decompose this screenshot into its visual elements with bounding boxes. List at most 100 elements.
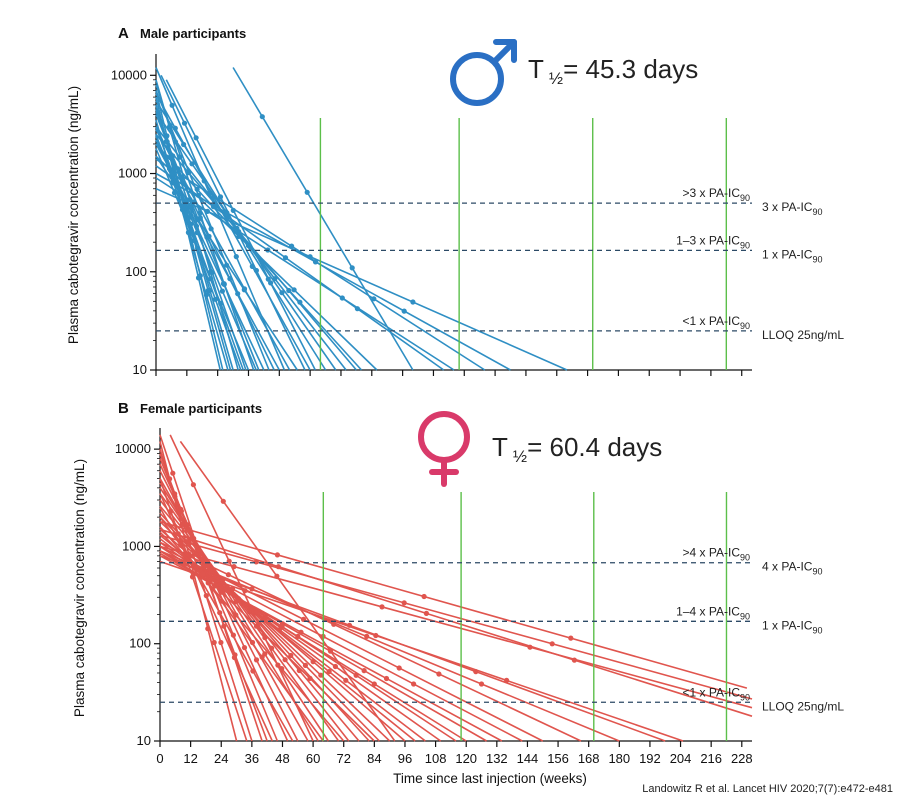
panel-b-data-point xyxy=(218,639,224,646)
panel-a-series-line xyxy=(155,172,511,371)
panel-a-series-line xyxy=(155,104,232,371)
panel-b-data-point xyxy=(250,668,256,674)
panel-b-x-tick-label: 120 xyxy=(455,751,477,766)
male-symbol-icon xyxy=(450,39,517,106)
panel-a-series-line xyxy=(155,148,250,371)
panel-b-data-point xyxy=(436,671,442,677)
panel-b-series-line xyxy=(159,545,753,709)
panel-b-series-line xyxy=(159,528,753,717)
panel-a-series-line xyxy=(155,187,568,371)
panel-b-data-point xyxy=(396,665,402,671)
panel-b-data-point xyxy=(241,645,248,651)
panel-b-x-tick-label: 228 xyxy=(731,751,753,766)
panel-b-series-line xyxy=(159,521,391,742)
panel-b-x-tick-label: 36 xyxy=(245,751,259,766)
panel-b-data-point xyxy=(302,662,308,669)
panel-b-x-tick-label: 156 xyxy=(547,751,569,766)
panel-b-data-point xyxy=(478,681,485,687)
panel-a-data-point xyxy=(224,210,230,216)
panel-b: B Female participants 10 100 1000 10000 0 12 2… xyxy=(72,400,844,766)
panel-b-data-point xyxy=(307,675,313,682)
panel-a-data-point xyxy=(272,276,278,282)
panel-a-data-point xyxy=(197,273,203,279)
panel-a-data-point xyxy=(206,190,212,196)
panel-b-x-tick-label: 0 xyxy=(156,751,163,766)
panel-a-data-point xyxy=(212,296,218,302)
panel-a-data-point xyxy=(169,102,175,108)
panel-b-data-point xyxy=(298,629,304,635)
panel-b-threshold-left-label: <1 x PA-IC90 xyxy=(683,685,750,702)
panel-b-data-point xyxy=(318,672,324,678)
panel-a-threshold-right-label: 1 x PA-IC90 xyxy=(762,247,822,264)
panel-b-data-point xyxy=(327,648,334,654)
panel-a-title: Male participants xyxy=(140,26,246,41)
panel-b-data-point xyxy=(231,654,237,661)
panel-a-data-point xyxy=(371,296,377,302)
panel-b-half-life: T ½= 60.4 days xyxy=(492,432,662,466)
panel-b-data-point xyxy=(253,623,260,629)
panel-b-x-tick-label: 72 xyxy=(336,751,350,766)
panel-b-x-tick-label: 60 xyxy=(306,751,320,766)
panel-b-data-point xyxy=(295,633,301,640)
panel-b-x-tick-label: 132 xyxy=(486,751,508,766)
panel-b-data-point xyxy=(373,632,379,639)
panel-a-data-point xyxy=(197,215,203,221)
panel-a-data-point xyxy=(401,308,407,314)
panel-a-data-point xyxy=(233,254,239,260)
panel-a-data-point xyxy=(177,154,183,160)
panel-b-x-tick-label: 84 xyxy=(367,751,381,766)
panel-a-data-point xyxy=(241,287,247,293)
panel-b-x-tick-label: 180 xyxy=(608,751,630,766)
panel-b-x-tick-label: 144 xyxy=(517,751,539,766)
panel-a-y-tick-label: 10000 xyxy=(111,67,147,82)
panel-b-y-tick-label: 1000 xyxy=(122,538,151,553)
panel-b-data-point xyxy=(383,675,390,682)
panel-a-y-tick-label: 100 xyxy=(125,264,147,279)
panel-b-data-point xyxy=(253,559,259,565)
panel-b-title: Female participants xyxy=(140,401,262,416)
panel-a-series-line xyxy=(155,126,245,371)
panel-b-plot: 10 100 1000 10000 0 12 24 36 48 60 72 84 96 108 120 132… xyxy=(115,428,844,766)
panel-b-data-point xyxy=(211,639,217,646)
panel-a-data-point xyxy=(249,263,255,269)
panel-b-threshold-right-label: 1 x PA-IC90 xyxy=(762,618,822,635)
panel-b-data-point xyxy=(379,604,385,610)
panel-b-data-point xyxy=(233,612,239,618)
panel-b-x-tick-label: 96 xyxy=(398,751,412,766)
panel-b-series-line xyxy=(159,550,620,742)
panel-a-data-point xyxy=(217,194,224,200)
panel-b-data-point xyxy=(527,644,533,650)
panel-b-threshold-left-label: >4 x PA-IC90 xyxy=(683,546,750,563)
panel-a-data-point xyxy=(194,230,200,236)
panel-a-y-tick-label: 10 xyxy=(133,362,147,377)
citation: Landowitz R et al. Lancet HIV 2020;7(7):… xyxy=(642,783,893,795)
panel-b-data-point xyxy=(371,681,377,687)
panel-b-y-tick-label: 10 xyxy=(137,733,151,748)
panel-b-data-point xyxy=(411,681,417,687)
panel-b-series-line xyxy=(159,528,406,742)
panel-b-data-point xyxy=(343,677,349,683)
panel-b-x-tick-label: 108 xyxy=(425,751,447,766)
panel-a-data-point xyxy=(193,135,199,141)
panel-a-data-point xyxy=(410,299,416,305)
panel-a-data-point xyxy=(307,254,313,260)
panel-b-x-tick-label: 12 xyxy=(183,751,197,766)
panel-a-data-point xyxy=(220,281,226,287)
panel-a-threshold-right-label: 3 x PA-IC90 xyxy=(762,200,822,217)
panel-a-data-point xyxy=(189,161,195,167)
panel-a-data-point xyxy=(235,291,241,297)
female-symbol-icon xyxy=(418,411,470,487)
panel-a-data-point xyxy=(291,287,297,293)
panel-b-data-point xyxy=(203,593,209,599)
panel-a-threshold-right-label: LLOQ 25ng/mL xyxy=(762,328,844,342)
panel-a-letter: A xyxy=(118,25,129,42)
panel-a-data-point xyxy=(194,186,200,192)
panel-b-x-tick-label: 48 xyxy=(275,751,289,766)
panel-b-data-point xyxy=(326,669,332,675)
panel-a-data-point xyxy=(339,295,345,301)
panel-a-threshold-left-label: >3 x PA-IC90 xyxy=(683,186,750,203)
panel-b-data-point xyxy=(195,547,201,553)
panel-b-data-point xyxy=(259,654,265,660)
